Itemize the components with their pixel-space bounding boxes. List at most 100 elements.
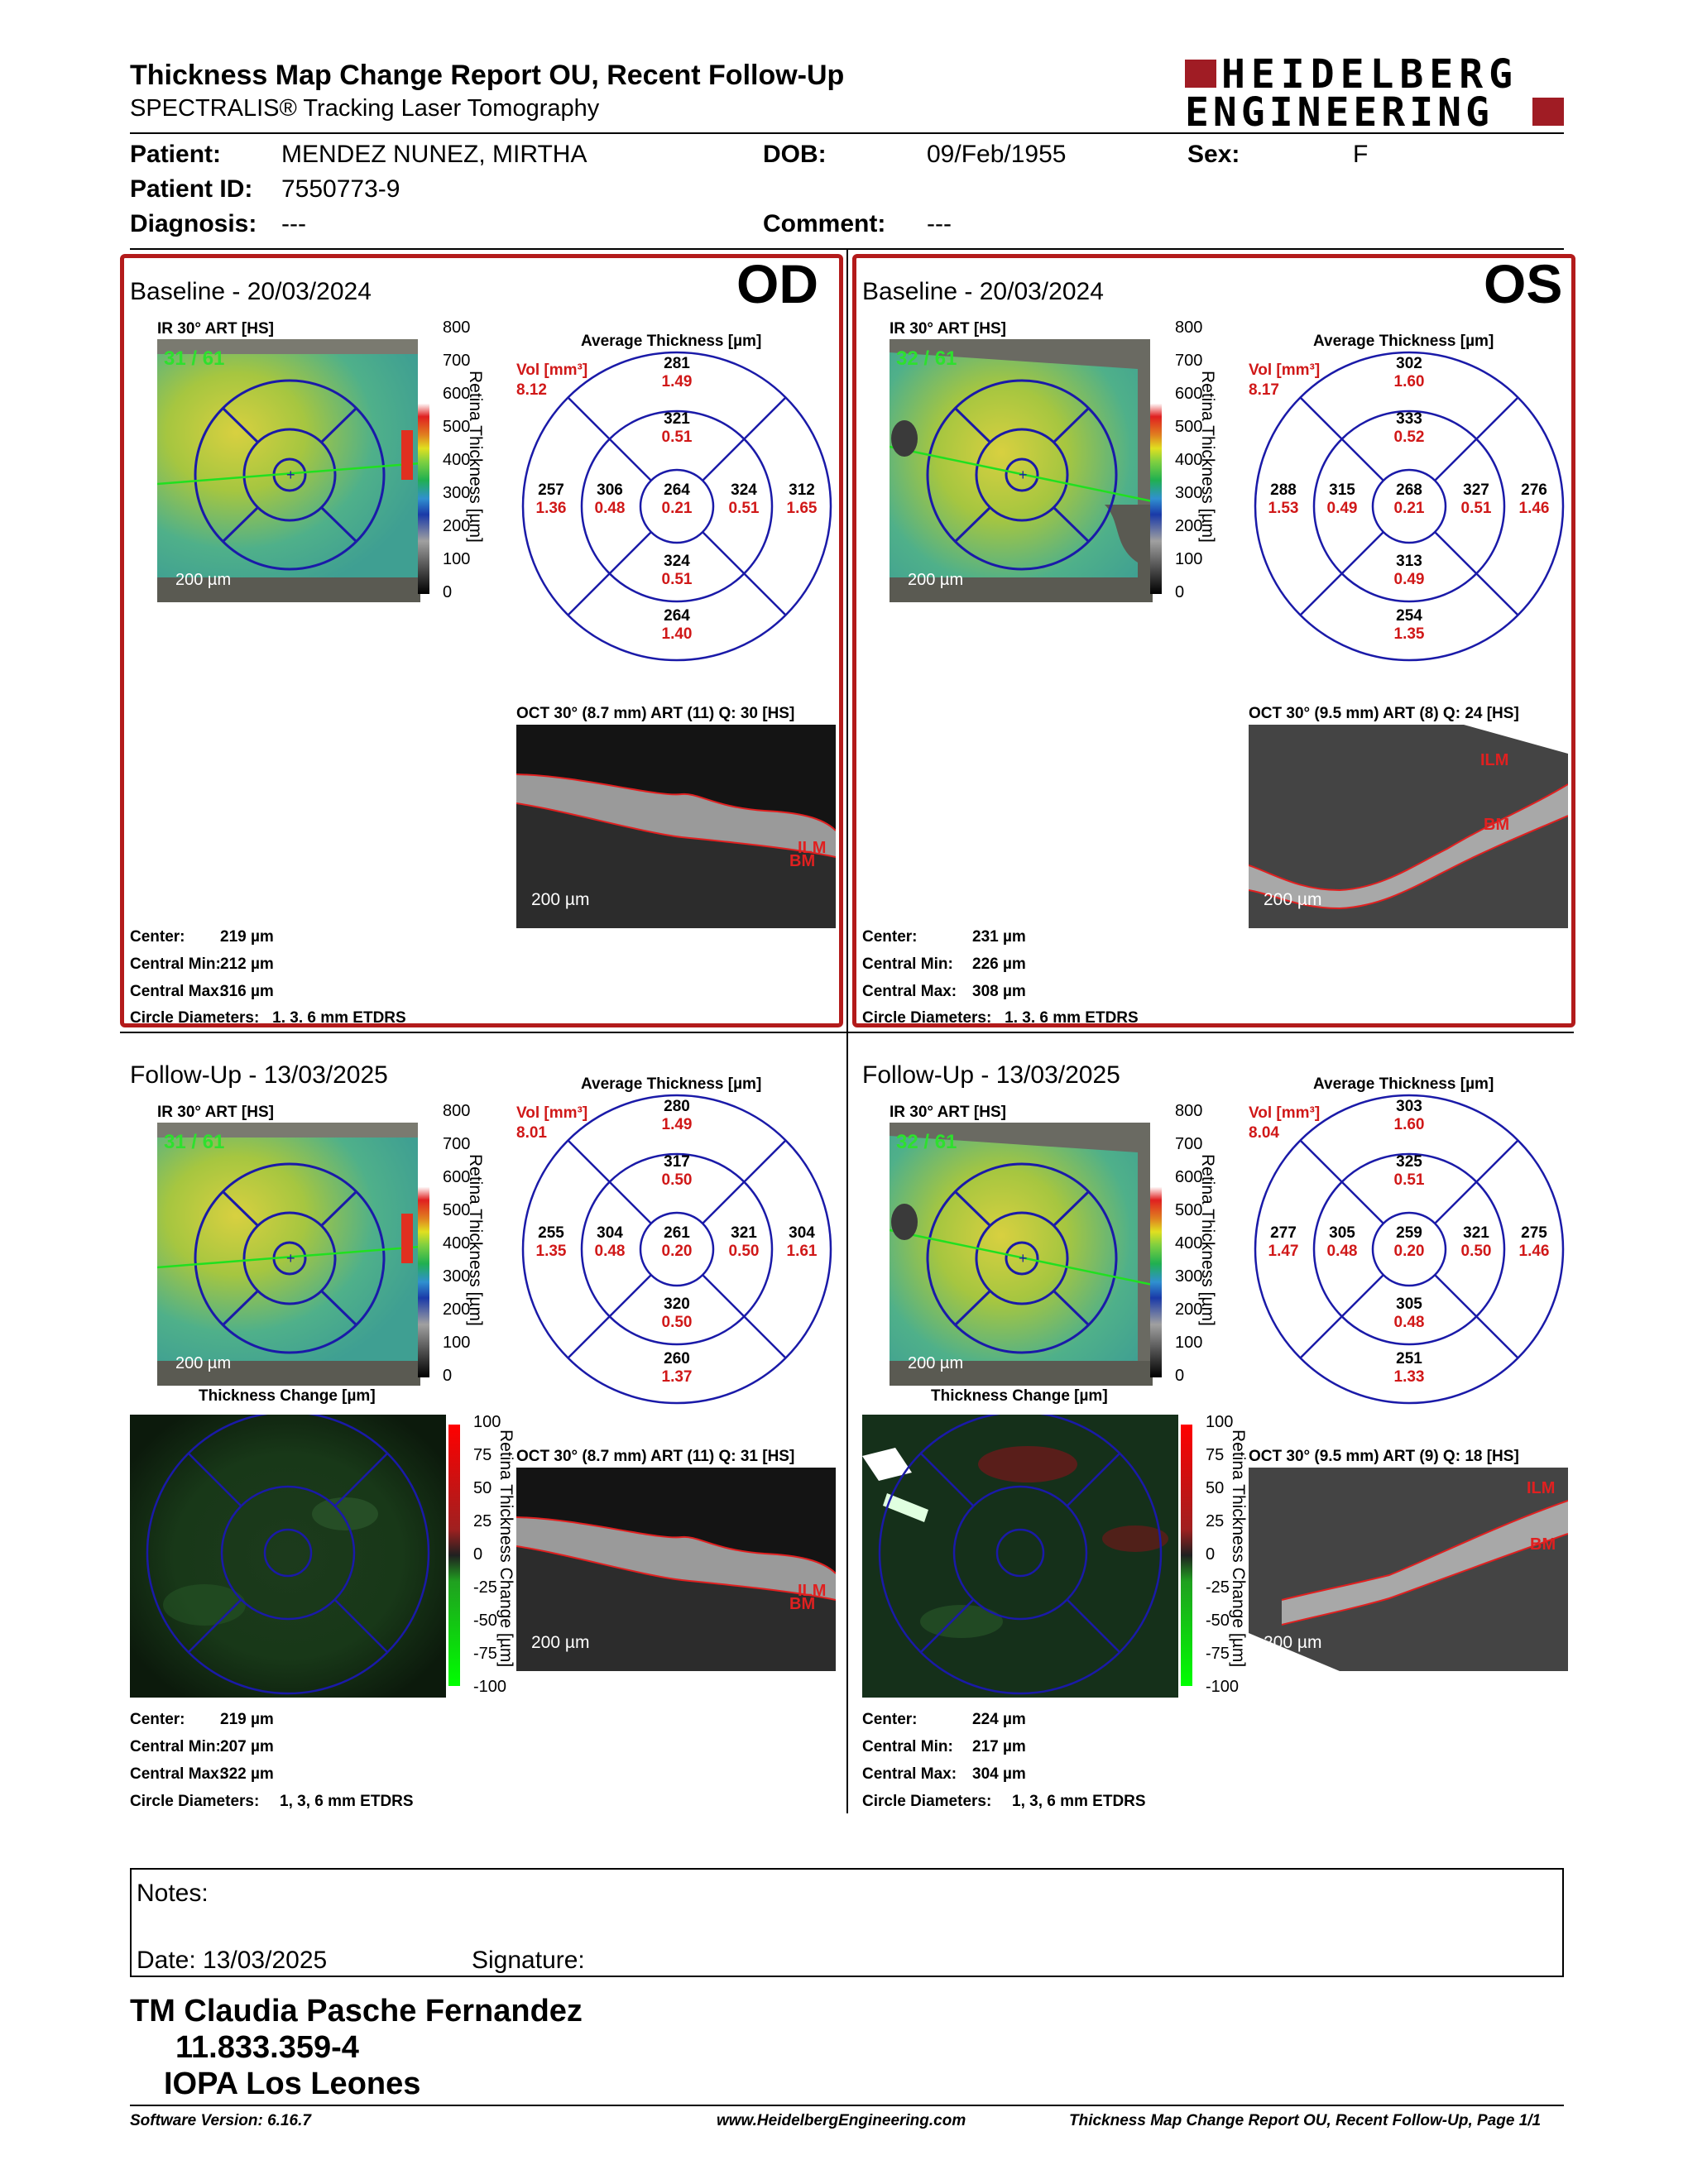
os-base-out-t-th: 288 (1270, 481, 1297, 499)
signoff-place: IOPA Los Leones (164, 2067, 421, 2101)
od-baseline-etdrs-grid: 281 1.49 321 0.51 264 0.21 306 0.48 324 … (521, 351, 832, 662)
od-base-in-t-th: 306 (597, 481, 623, 499)
os-change-colorbar-ticks: 100 75 50 25 0 -25 -50 -75 -100 (1206, 1413, 1240, 1696)
os-followup-circle-diam: 1, 3, 6 mm ETDRS (1012, 1793, 1146, 1810)
od-baseline-ilm: ILM (798, 839, 827, 857)
os-baseline-cmin: 226 µm (972, 956, 1026, 973)
os-followup-oct-label: OCT 30° (9.5 mm) ART (9) Q: 18 [HS] (1249, 1448, 1519, 1465)
od-change-colorbar (448, 1425, 460, 1686)
os-followup-etdrs-grid: 303 1.60 325 0.51 259 0.20 305 0.48 321 … (1254, 1094, 1565, 1405)
od-followup-center: 219 µm (220, 1711, 274, 1728)
od-fu-in-i-th: 320 (664, 1296, 690, 1313)
os-base-out-s-th: 302 (1396, 355, 1422, 372)
os-baseline-oct-scan: ILM BM 200 µm (1249, 725, 1568, 928)
od-base-out-i-vol: 1.40 (662, 625, 693, 643)
os-baseline-avg-title: Average Thickness [µm] (1313, 333, 1494, 350)
od-followup-colorbar (418, 1113, 429, 1377)
os-base-out-s-vol: 1.60 (1394, 373, 1425, 390)
os-baseline-circle-clip: Circle Diameters: 1, 3, 6 mm ETDRS (862, 1009, 1139, 1023)
os-followup-cmin: 217 µm (972, 1738, 1026, 1755)
os-fu-out-i-vol: 1.33 (1394, 1368, 1425, 1386)
os-base-in-i-vol: 0.49 (1394, 571, 1425, 588)
od-fu-c-th: 261 (664, 1224, 690, 1242)
info-rule (130, 248, 1564, 250)
comment-label: Comment: (763, 210, 886, 237)
od-base-in-s-th: 321 (664, 410, 690, 428)
od-baseline-ir-label: IR 30° ART [HS] (157, 320, 274, 338)
dob-value: 09/Feb/1955 (927, 141, 1067, 168)
os-base-out-t-vol: 1.53 (1268, 500, 1299, 517)
od-baseline-thickness-map: + 31 / 61 200 µm (157, 339, 420, 602)
os-fu-in-t-vol: 0.48 (1327, 1243, 1358, 1260)
os-fu-in-n-vol: 0.50 (1461, 1243, 1492, 1260)
os-followup-ir-label: IR 30° ART [HS] (890, 1104, 1006, 1121)
sex-label: Sex: (1187, 141, 1240, 168)
od-followup-avg-title: Average Thickness [µm] (581, 1075, 762, 1093)
od-fu-in-t-vol: 0.48 (595, 1243, 626, 1260)
os-change-map (862, 1415, 1178, 1698)
od-baseline-colorbar-ticks: 800 700 600 500 400 300 200 100 0 (443, 318, 471, 601)
logo-block-icon (1185, 60, 1216, 88)
os-base-in-s-vol: 0.52 (1394, 429, 1425, 446)
od-base-out-n-vol: 1.65 (787, 500, 818, 517)
os-baseline-oct-label: OCT 30° (9.5 mm) ART (8) Q: 24 [HS] (1249, 705, 1519, 722)
footer-website[interactable]: www.HeidelbergEngineering.com (717, 2112, 966, 2129)
os-baseline-bm: BM (1484, 816, 1510, 834)
os-fu-c-th: 259 (1396, 1224, 1422, 1242)
od-change-map (130, 1415, 446, 1698)
od-change-colorbar-axis: Retina Thickness Change [µm] (496, 1430, 516, 1668)
os-base-in-n-th: 327 (1463, 481, 1489, 499)
svg-text:+: + (286, 467, 295, 483)
od-followup-cmax: 322 µm (220, 1765, 274, 1783)
os-fu-out-s-vol: 1.60 (1394, 1116, 1425, 1133)
report-title: Thickness Map Change Report OU, Recent F… (130, 60, 845, 91)
signoff-name: TM Claudia Pasche Fernandez (130, 1994, 583, 2028)
os-fu-in-s-vol: 0.51 (1394, 1171, 1425, 1189)
os-base-out-n-vol: 1.46 (1519, 500, 1550, 517)
od-followup-ir-label: IR 30° ART [HS] (157, 1104, 274, 1121)
os-baseline-oct-scale: 200 µm (1264, 890, 1322, 909)
diagnosis-value: --- (281, 210, 306, 237)
od-baseline-frame-count: 31 / 61 (164, 347, 225, 370)
od-fu-out-t-th: 255 (538, 1224, 564, 1242)
od-baseline-circle-clip: Circle Diameters: 1, 3, 6 mm ETDRS (130, 1009, 406, 1023)
os-fu-in-i-vol: 0.48 (1394, 1314, 1425, 1331)
os-followup-thickness-map: + 32 / 61 200 µm (890, 1123, 1153, 1386)
od-followup-oct-scale: 200 µm (531, 1633, 590, 1652)
os-baseline-ilm: ILM (1480, 751, 1509, 769)
od-baseline-colorbar-axis: Retina Thickness [µm] (466, 371, 485, 543)
od-followup-vol-label: Vol [mm³] (516, 1104, 588, 1122)
od-base-out-i-th: 264 (664, 607, 690, 625)
notes-box (130, 1868, 1564, 1977)
patient-name: MENDEZ NUNEZ, MIRTHA (281, 141, 587, 168)
od-baseline-bm: BM (789, 852, 816, 870)
od-followup-frame-count: 31 / 61 (164, 1131, 225, 1153)
os-base-in-i-th: 313 (1396, 553, 1422, 570)
od-followup-bm: BM (789, 1595, 816, 1613)
os-followup-vol-total: 8.04 (1249, 1124, 1279, 1142)
os-fu-c-vol: 0.20 (1394, 1243, 1425, 1260)
dob-label: DOB: (763, 141, 827, 168)
os-followup-vol-label: Vol [mm³] (1249, 1104, 1321, 1122)
od-change-title: Thickness Change [µm] (199, 1387, 376, 1405)
od-followup-thickness-map: + 31 / 61 200 µm (157, 1123, 420, 1386)
od-eye-label: OD (736, 253, 818, 314)
signoff-id: 11.833.359-4 (175, 2030, 359, 2065)
heidelberg-logo: HEIDELBERG ENGINEERING (1185, 51, 1566, 136)
notes-label: Notes: (137, 1880, 209, 1907)
od-base-in-i-th: 324 (664, 553, 690, 570)
os-baseline-frame (852, 254, 1575, 1027)
od-base-c-th: 264 (664, 481, 690, 499)
od-baseline-cmin: 212 µm (220, 956, 274, 973)
notes-signature: Signature: (472, 1947, 585, 1974)
od-fu-out-s-vol: 1.49 (662, 1116, 693, 1133)
os-followup-title: Follow-Up - 13/03/2025 (862, 1061, 1120, 1089)
footer-rule (130, 2105, 1564, 2106)
od-base-in-n-th: 324 (731, 481, 757, 499)
os-followup-scale: 200 µm (908, 1354, 964, 1372)
os-followup-cmax: 304 µm (972, 1765, 1026, 1783)
od-baseline-oct-scale: 200 µm (531, 890, 590, 909)
horizontal-divider (120, 1032, 1574, 1033)
os-eye-label: OS (1484, 253, 1563, 314)
od-fu-in-s-th: 317 (664, 1153, 690, 1171)
